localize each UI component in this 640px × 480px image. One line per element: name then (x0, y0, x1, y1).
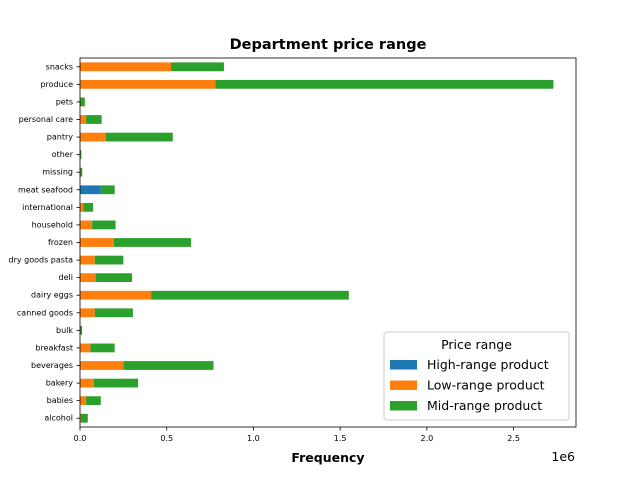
y-axis-ticks: alcohol babies bakery beverages breakfast bul… (9, 62, 80, 423)
y-tick-label: bakery (46, 379, 74, 388)
bar-alcohol-series-2 (80, 413, 88, 423)
legend-swatch (390, 360, 417, 370)
bar-produce-series-2 (215, 79, 554, 89)
legend-label: Mid-range product (427, 398, 542, 413)
bar-household-series-1 (80, 220, 93, 230)
y-tick-label: frozen (48, 238, 73, 247)
y-tick-label: personal care (19, 115, 74, 124)
bar-pantry-series-1 (80, 132, 107, 142)
y-tick-label: beverages (31, 361, 73, 370)
bar-international-series-1 (80, 202, 84, 212)
bar-snacks-series-2 (171, 62, 224, 72)
x-tick-label: 0.5 (160, 434, 173, 443)
bar-bakery-series-2 (93, 378, 139, 388)
y-tick-label: produce (40, 80, 73, 89)
legend: Price range High-range product Low-range p… (383, 331, 570, 421)
bar-meat-seafood-series-2 (100, 185, 115, 195)
bar-alcohol-series-1 (80, 413, 81, 423)
y-tick-label: other (52, 150, 74, 159)
y-tick-label: international (22, 203, 73, 212)
bar-frozen-series-2 (113, 238, 191, 247)
y-tick-label: babies (47, 396, 73, 405)
x-axis-ticks: 0.0 0.5 1.0 1.5 2.0 2.5 (74, 427, 520, 443)
y-tick-label: pets (56, 97, 73, 106)
x-tick-label: 2.0 (420, 434, 433, 443)
y-tick-label: breakfast (35, 343, 73, 352)
bar-dry-goods-pasta-series-2 (94, 255, 124, 265)
y-tick-label: bulk (56, 326, 73, 335)
legend-swatch (390, 401, 417, 411)
legend-swatch (390, 380, 417, 390)
bar-dry-goods-pasta-series-1 (80, 255, 95, 265)
y-tick-label: dry goods pasta (9, 256, 74, 265)
bar-international-series-2 (83, 202, 94, 212)
y-tick-label: meat seafood (18, 185, 73, 194)
x-scale-label: 1e6 (551, 449, 575, 464)
x-tick-label: 2.5 (507, 434, 520, 443)
bar-deli-series-2 (95, 273, 133, 283)
legend-title: Price range (441, 337, 512, 352)
bar-babies-series-2 (86, 396, 101, 406)
bar-deli-series-1 (80, 273, 96, 283)
bar-dairy-eggs-series-2 (151, 290, 349, 300)
y-tick-label: snacks (46, 62, 73, 71)
bar-breakfast-series-1 (80, 343, 91, 353)
bar-bulk-series-2 (80, 325, 83, 335)
bars-group (80, 62, 554, 423)
bar-household-series-2 (92, 220, 116, 230)
y-tick-label: alcohol (44, 414, 73, 423)
x-axis-label: Frequency (291, 450, 364, 465)
x-tick-label: 1.5 (334, 434, 347, 443)
bar-dairy-eggs-series-1 (80, 290, 152, 300)
y-tick-label: household (32, 220, 73, 229)
bar-pets-series-2 (80, 97, 85, 107)
bar-frozen-series-1 (80, 238, 114, 247)
y-tick-label: deli (59, 273, 73, 282)
bar-produce-series-1 (80, 79, 216, 89)
plot-frame (79, 57, 577, 428)
bar-babies-series-1 (80, 396, 87, 406)
chart-title: Department price range (230, 37, 427, 53)
bar-pantry-series-2 (106, 132, 173, 142)
legend-label: High-range product (427, 357, 549, 372)
bar-canned-goods-series-2 (94, 308, 133, 318)
bar-personal-care-series-2 (86, 115, 102, 124)
legend-label: Low-range product (427, 378, 545, 393)
bar-bakery-series-1 (80, 378, 94, 388)
y-tick-label: pantry (47, 133, 73, 142)
y-tick-label: missing (42, 168, 73, 177)
bar-personal-care-series-1 (80, 115, 87, 124)
bar-canned-goods-series-1 (80, 308, 95, 318)
x-tick-label: 0.0 (74, 434, 87, 443)
x-tick-label: 1.0 (247, 434, 260, 443)
bar-beverages-series-2 (123, 361, 214, 370)
bar-breakfast-series-2 (90, 343, 115, 353)
y-tick-label: dairy eggs (31, 291, 73, 300)
y-tick-label: canned goods (17, 308, 73, 317)
bar-meat-seafood-series-0 (80, 185, 101, 195)
bar-other-series-2 (80, 150, 82, 160)
bar-beverages-series-1 (80, 361, 124, 370)
legend-box (383, 331, 570, 421)
bar-snacks-series-1 (80, 62, 172, 72)
bar-missing-series-2 (80, 167, 83, 177)
